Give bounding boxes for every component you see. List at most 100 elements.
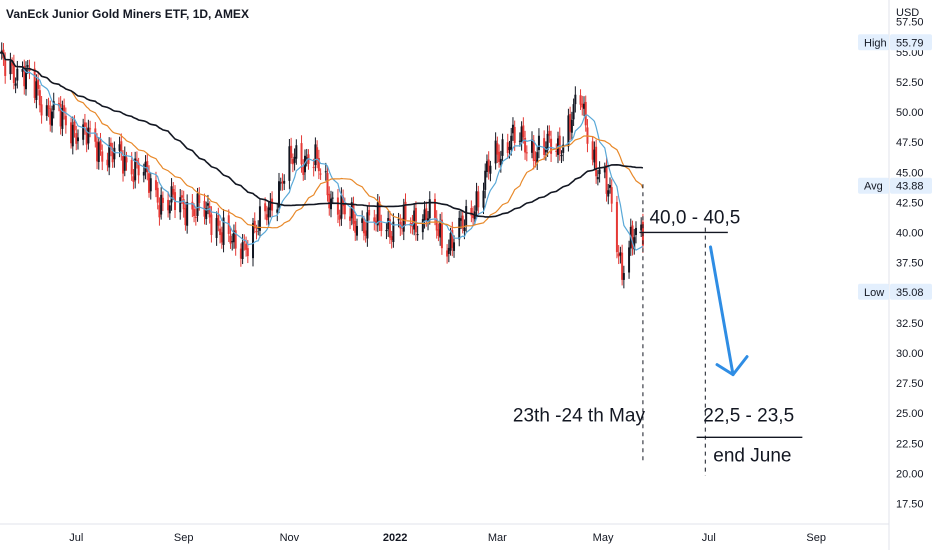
moving-average-line [0,50,644,218]
candle-body [122,156,125,174]
candle-body [354,220,357,233]
candle-body [265,214,268,221]
candle-body [562,144,565,153]
candle-body [631,225,634,248]
moving-averages-layer [0,50,644,251]
candle-body [108,145,111,168]
candle-body [23,65,26,87]
candle-body [525,152,528,154]
candle-body [312,166,315,169]
candle-body [283,180,286,184]
candle-body [160,194,163,215]
candle-body [61,107,64,129]
candle-body [219,228,222,236]
candle-body [522,125,525,138]
candle-body [16,68,19,81]
candle-body [465,206,468,226]
x-tick-label: Sep [806,532,826,544]
low-badge-value: 35.08 [896,287,924,299]
candles-layer [0,42,644,289]
avg-badge-label-box [858,177,889,194]
candle-body [615,201,618,253]
candle-body [120,141,123,154]
candle-body [137,162,140,176]
candle-body [435,218,438,231]
candle-body [101,151,104,162]
candle-body [482,190,485,208]
time-axis[interactable]: Jul Sep Nov 2022 Mar May Jul Sep [69,532,826,544]
candle-body [511,124,514,134]
candle-body [220,232,223,243]
candle-body [99,141,102,150]
candle-body [12,63,15,83]
candle-body [607,190,610,197]
candle-body [536,152,539,163]
candle-body [416,234,419,236]
candle-body [548,130,551,136]
candle-body [52,101,55,111]
candle-body [83,122,86,127]
candle-body [161,197,164,203]
candle-body [475,191,478,211]
candle-body [427,218,430,222]
chart-title: VanEck Junior Gold Miners ETF, 1D, AMEX [6,7,249,21]
candle-body [255,231,258,233]
candle-body [619,252,622,256]
y-tick-label: 52.50 [896,77,924,89]
candle-body [373,217,376,223]
candle-body [534,159,537,161]
candle-body [85,128,88,145]
candle-body [47,105,50,109]
candle-body [64,115,67,126]
candle-body [149,178,152,192]
candle-body [193,209,196,217]
candle-body [368,209,371,216]
y-tick-label: 20.00 [896,468,924,480]
y-tick-label: 37.50 [896,258,924,270]
candle-body [109,142,112,149]
candle-body [385,230,388,232]
y-tick-label: 22.50 [896,438,924,450]
candle-body [531,139,534,153]
candle-body [49,108,52,125]
candle-body [605,165,608,194]
end-june-label: end June [713,445,791,466]
candle-body [75,133,78,144]
candle-body [550,138,553,154]
y-tick-label: 17.50 [896,499,924,511]
candle-body [132,176,135,182]
candle-body [170,186,173,203]
candle-body [305,157,308,159]
y-tick-label: 57.50 [896,17,924,29]
candle-body [404,201,407,220]
candle-body [186,201,189,226]
candle-body [349,216,352,221]
candle-body [414,207,417,233]
candle-body [380,222,383,231]
candle-body [239,248,242,259]
candle-body [184,208,187,226]
candle-body [45,105,48,116]
candle-body [232,230,235,243]
date-range-label: 23th -24 th May [513,405,646,426]
candle-body [11,62,14,66]
candle-body [640,224,643,231]
candle-body [316,147,319,161]
candle-body [447,247,450,254]
candle-body [208,206,211,218]
candle-body [21,69,24,72]
candle-body [584,101,587,126]
candle-body [24,69,27,90]
candle-body [125,157,128,163]
candle-body [446,250,449,257]
candle-body [87,127,90,144]
candle-body [59,104,62,127]
candle-body [518,140,521,142]
candle-body [593,149,596,163]
candle-body [546,133,549,151]
candle-body [366,212,369,239]
candle-body [617,253,620,257]
candle-body [241,242,244,260]
